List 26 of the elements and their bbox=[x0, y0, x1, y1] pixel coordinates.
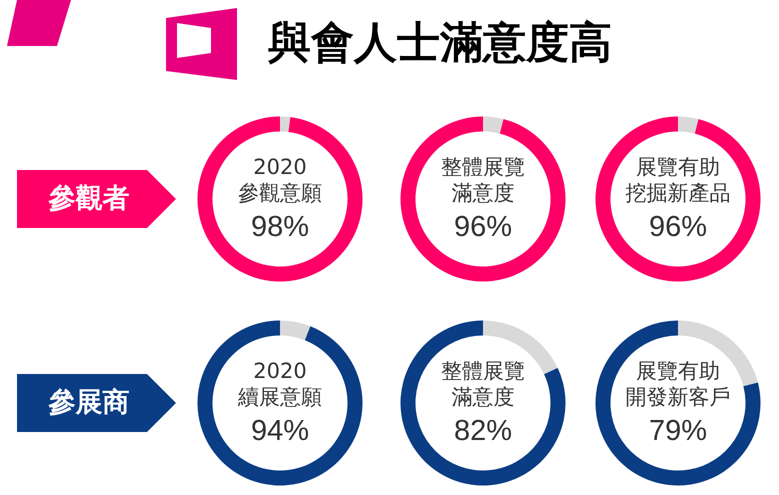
text: 與會人士滿意度高 bbox=[268, 18, 612, 68]
donut-slice bbox=[678, 320, 758, 386]
donut-slice bbox=[400, 320, 565, 486]
slice-label: 展覽有助開發新客戶 bbox=[625, 359, 730, 409]
slice-label: 展覽有助挖掘新產品 bbox=[625, 154, 730, 204]
slice-label: 整體展覽滿意度 bbox=[440, 359, 524, 409]
text: 參展商 bbox=[48, 387, 130, 419]
data-label: 82% bbox=[453, 415, 512, 447]
data-label: 96% bbox=[453, 210, 512, 242]
donut-slice bbox=[280, 320, 310, 340]
data-label: 96% bbox=[648, 210, 707, 242]
slice-label: 2020 續展意願 bbox=[236, 359, 322, 409]
data-label: 98% bbox=[250, 210, 309, 242]
donut-slice bbox=[678, 116, 698, 134]
donut-slice bbox=[197, 116, 362, 281]
donut-slice bbox=[197, 320, 362, 486]
slice-label: 整體展覽滿意度 bbox=[440, 154, 524, 204]
slice-label: 2020 參觀意願 bbox=[238, 154, 322, 204]
donut-slice bbox=[400, 116, 565, 281]
donut-slice bbox=[482, 116, 504, 134]
data-label: 94% bbox=[250, 415, 309, 447]
text: 參觀者 bbox=[48, 182, 130, 214]
data-label: 79% bbox=[648, 415, 707, 447]
donut-slice bbox=[280, 116, 290, 132]
donut-slice bbox=[595, 116, 760, 281]
donut-slice bbox=[595, 320, 760, 486]
